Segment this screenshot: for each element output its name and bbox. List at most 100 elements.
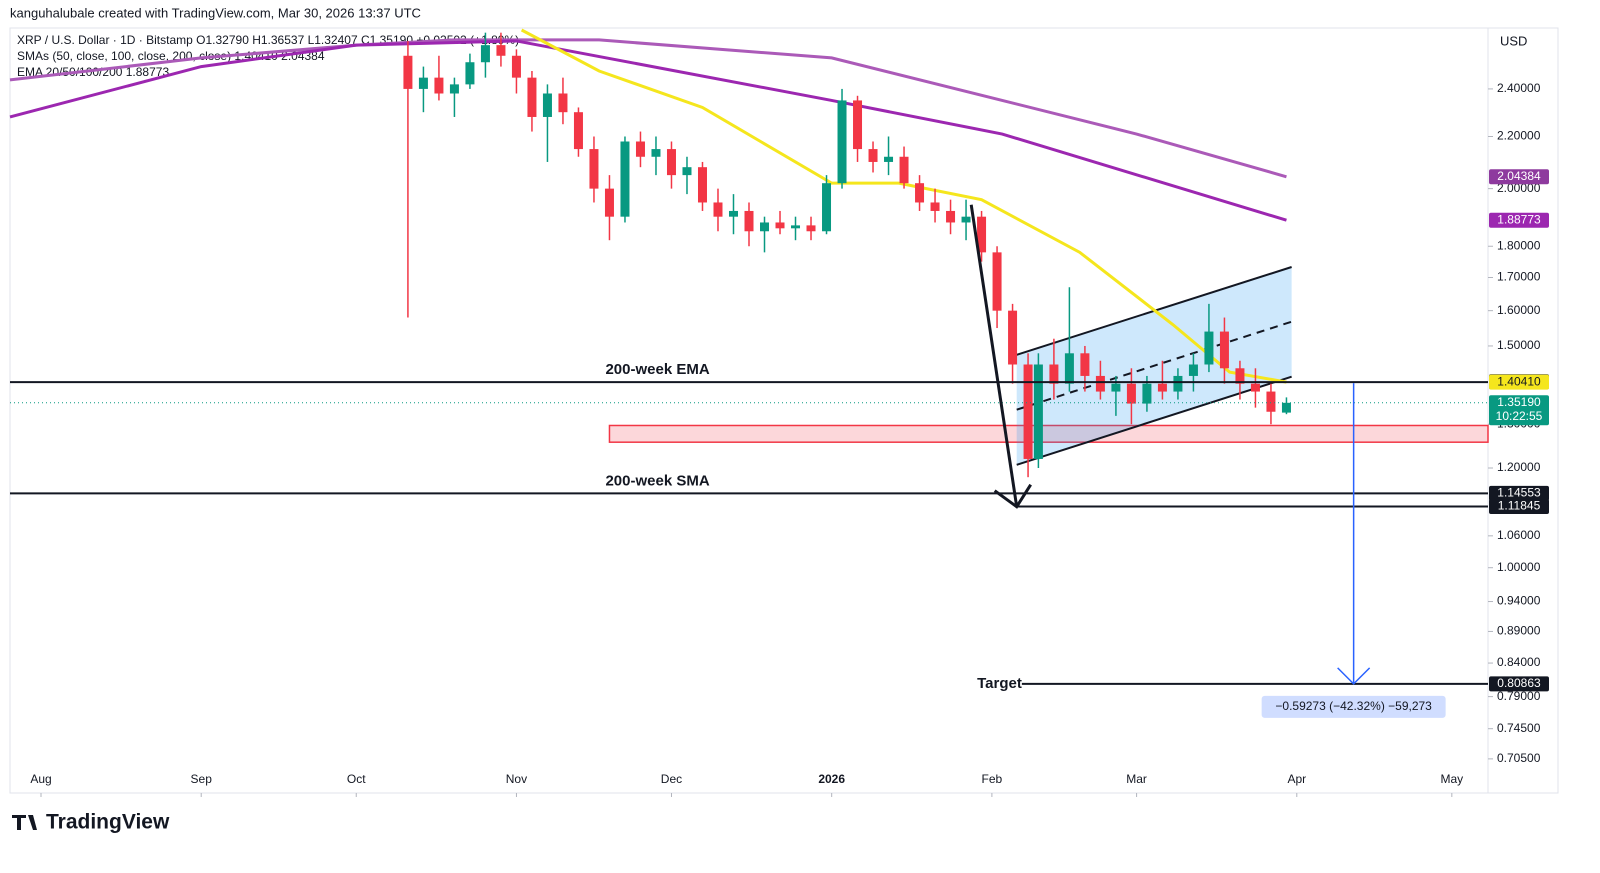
price-tag-label: 0.80863 [1497,676,1541,690]
candle-body [1173,375,1183,392]
candle-body [1049,364,1059,384]
candle-body [527,77,537,117]
drop-arrow-head [993,483,1032,509]
annotation-label: Target [977,675,1022,692]
x-tick-label: Apr [1287,772,1306,786]
candle-body [961,216,971,223]
candle-body [760,222,770,232]
y-tick-label: 0.79000 [1497,689,1541,703]
candle-body [791,225,801,229]
y-tick-label: 0.89000 [1497,624,1541,638]
candle-body [946,210,956,223]
price-tag [1489,212,1549,228]
candle-body [480,45,490,63]
measure-label: −0.59273 (−42.32%) −59,273 [1275,699,1432,713]
channel-mid [1016,320,1292,411]
candle-body [496,45,506,56]
annotation-label: 200-week EMA [605,361,709,378]
candle-body [666,149,676,176]
candle-body [604,188,614,217]
channel-lower [1016,375,1292,466]
candle-body [915,183,925,203]
candle-body [1142,383,1152,404]
candle-body [977,216,987,253]
y-tick-label: 2.40000 [1497,81,1541,95]
candle-body [558,93,568,113]
price-tag [1489,676,1549,692]
candle-body [1266,391,1276,412]
price-tag-label: 1.40410 [1497,374,1541,388]
candle-body [713,202,723,217]
candle-body [1023,364,1033,459]
price-tag-label: 1.35190 [1497,395,1541,409]
candle-body [1281,402,1291,413]
candle-body [620,141,630,217]
y-tick-label: 2.20000 [1497,129,1541,143]
candle-body [1126,383,1136,404]
x-tick-label: Dec [661,772,682,786]
annotation-label: 200-week SMA [605,472,709,489]
x-tick-label: Sep [191,772,213,786]
candle-body [1095,375,1105,392]
candle-body [682,167,692,176]
candle-body [589,149,599,189]
measure-box [1261,695,1446,718]
candle-body [511,55,521,78]
chart-frame [9,27,1559,794]
brand-logo [12,815,37,830]
candle-body [822,183,832,232]
candle-body [418,77,428,89]
candle-body [1235,368,1245,384]
price-tag-label: 1.11845 [1498,499,1541,513]
candle-body [1080,353,1090,376]
moving-average [9,39,1287,222]
price-tag [1489,374,1549,390]
brand: TradingView [46,811,170,834]
price-tag-sub: 10:22:55 [1496,409,1543,423]
candle-body [930,202,940,211]
candle-body [899,156,909,184]
candle-body [1204,331,1214,365]
y-tick-label: 2.00000 [1497,181,1541,195]
measure-arrow-head [1337,667,1371,685]
candle-body [1064,353,1074,384]
candle-body [775,222,785,229]
price-tag [1489,395,1549,426]
price-tag [1489,485,1549,501]
candle-body [1219,331,1229,369]
drop-arrow [969,204,1019,507]
price-tag [1489,498,1549,514]
x-tick-label: Mar [1126,772,1147,786]
header: kanguhalubale created with TradingView.c… [10,5,421,20]
candle-body [403,55,413,89]
candle-body [837,100,847,184]
candle-body [992,252,1002,311]
x-tick-label: May [1440,772,1463,786]
y-tick-label: 1.70000 [1497,270,1541,284]
y-tick-label: 0.94000 [1497,594,1541,608]
candle-body [884,156,894,162]
candle-body [465,62,475,85]
y-tick-label: 0.84000 [1497,655,1541,669]
x-tick-label: 2026 [818,772,845,786]
candle-body [449,84,459,94]
x-tick-label: Oct [347,772,366,786]
candle-body [1250,383,1260,392]
moving-average [520,28,1287,384]
candle-body [1008,310,1018,365]
candle-body [635,141,645,157]
x-tick-label: Nov [506,772,527,786]
currency: USD [1500,33,1527,48]
candle-body [1157,383,1167,392]
candle-body [806,225,816,232]
candle-body [728,210,738,217]
candle-body [853,100,863,150]
candle-body [573,112,583,150]
y-tick-label: 1.00000 [1497,560,1541,574]
price-tag [1489,169,1549,185]
candle-body [1188,364,1198,376]
support-zone [608,424,1489,443]
y-tick-label: 1.60000 [1497,303,1541,317]
